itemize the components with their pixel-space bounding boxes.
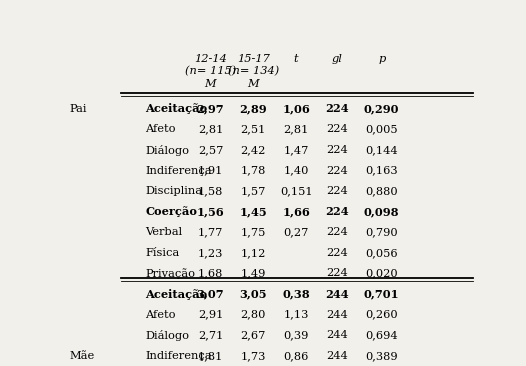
Text: 2,51: 2,51 — [240, 124, 266, 134]
Text: 2,97: 2,97 — [197, 103, 224, 115]
Text: 1,56: 1,56 — [197, 206, 224, 217]
Text: 224: 224 — [326, 186, 348, 196]
Text: Coerção: Coerção — [145, 206, 197, 217]
Text: 2,42: 2,42 — [240, 145, 266, 155]
Text: 2,91: 2,91 — [198, 310, 223, 320]
Text: 0,701: 0,701 — [364, 288, 399, 299]
Text: 0,056: 0,056 — [366, 248, 398, 258]
Text: gl: gl — [331, 54, 342, 64]
Text: 3,07: 3,07 — [197, 288, 224, 299]
Text: p: p — [378, 54, 386, 64]
Text: Pai: Pai — [70, 104, 87, 114]
Text: 1,91: 1,91 — [198, 165, 223, 176]
Text: 224: 224 — [325, 206, 349, 217]
Text: 0,694: 0,694 — [366, 330, 398, 340]
Text: 224: 224 — [325, 103, 349, 115]
Text: 1,73: 1,73 — [240, 351, 266, 361]
Text: 2,81: 2,81 — [198, 124, 223, 134]
Text: 224: 224 — [326, 124, 348, 134]
Text: 1,78: 1,78 — [240, 165, 266, 176]
Text: 244: 244 — [325, 288, 349, 299]
Text: 224: 224 — [326, 145, 348, 155]
Text: 244: 244 — [326, 351, 348, 361]
Text: 0,144: 0,144 — [366, 145, 398, 155]
Text: 1,81: 1,81 — [198, 351, 223, 361]
Text: 1,49: 1,49 — [240, 269, 266, 279]
Text: 1,68: 1,68 — [198, 269, 223, 279]
Text: 2,67: 2,67 — [240, 330, 266, 340]
Text: 1,66: 1,66 — [282, 206, 310, 217]
Text: 2,80: 2,80 — [240, 310, 266, 320]
Text: 1,23: 1,23 — [198, 248, 223, 258]
Text: 1,13: 1,13 — [284, 310, 309, 320]
Text: Aceitação: Aceitação — [145, 103, 207, 115]
Text: Diálogo: Diálogo — [145, 330, 189, 341]
Text: 1,77: 1,77 — [198, 227, 223, 237]
Text: 0,005: 0,005 — [366, 124, 398, 134]
Text: Mãe: Mãe — [70, 351, 95, 361]
Text: 0,020: 0,020 — [366, 269, 398, 279]
Text: 3,05: 3,05 — [239, 288, 267, 299]
Text: 244: 244 — [326, 310, 348, 320]
Text: 1,58: 1,58 — [198, 186, 223, 196]
Text: Afeto: Afeto — [145, 310, 176, 320]
Text: Diálogo: Diálogo — [145, 145, 189, 156]
Text: 1,75: 1,75 — [240, 227, 266, 237]
Text: Afeto: Afeto — [145, 124, 176, 134]
Text: Física: Física — [145, 248, 179, 258]
Text: 2,71: 2,71 — [198, 330, 223, 340]
Text: 224: 224 — [326, 248, 348, 258]
Text: 0,790: 0,790 — [366, 227, 398, 237]
Text: 1,06: 1,06 — [282, 103, 310, 115]
Text: 224: 224 — [326, 269, 348, 279]
Text: 0,880: 0,880 — [366, 186, 398, 196]
Text: 0,389: 0,389 — [366, 351, 398, 361]
Text: 2,81: 2,81 — [284, 124, 309, 134]
Text: 224: 224 — [326, 227, 348, 237]
Text: Indiferença: Indiferença — [145, 351, 212, 361]
Text: 244: 244 — [326, 330, 348, 340]
Text: Verbal: Verbal — [145, 227, 183, 237]
Text: 0,38: 0,38 — [282, 288, 310, 299]
Text: 1,45: 1,45 — [239, 206, 267, 217]
Text: 15-17
(n= 134)
M: 15-17 (n= 134) M — [228, 54, 279, 89]
Text: 0,27: 0,27 — [284, 227, 309, 237]
Text: 2,89: 2,89 — [239, 103, 267, 115]
Text: Aceitação: Aceitação — [145, 288, 207, 299]
Text: 1,57: 1,57 — [240, 186, 266, 196]
Text: 0,098: 0,098 — [364, 206, 399, 217]
Text: Privação: Privação — [145, 268, 195, 279]
Text: 2,57: 2,57 — [198, 145, 223, 155]
Text: 0,151: 0,151 — [280, 186, 312, 196]
Text: 0,260: 0,260 — [366, 310, 398, 320]
Text: 224: 224 — [326, 165, 348, 176]
Text: 12-14
(n= 115)
M: 12-14 (n= 115) M — [185, 54, 236, 89]
Text: Disciplina: Disciplina — [145, 186, 203, 196]
Text: 0,86: 0,86 — [284, 351, 309, 361]
Text: t: t — [294, 54, 298, 64]
Text: 1,40: 1,40 — [284, 165, 309, 176]
Text: 0,39: 0,39 — [284, 330, 309, 340]
Text: Indiferença: Indiferença — [145, 165, 212, 176]
Text: 1,47: 1,47 — [284, 145, 309, 155]
Text: 0,163: 0,163 — [366, 165, 398, 176]
Text: 0,290: 0,290 — [364, 103, 399, 115]
Text: 1,12: 1,12 — [240, 248, 266, 258]
